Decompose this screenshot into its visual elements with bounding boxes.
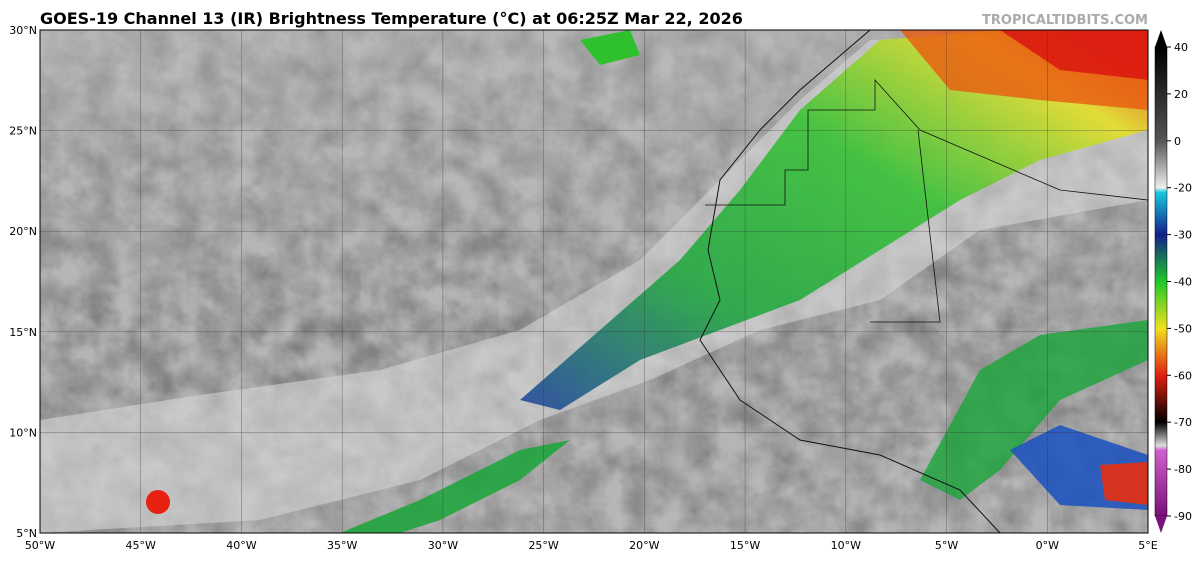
lon-label: 30°W (428, 539, 458, 552)
colorbar-tick-label: -50 (1174, 322, 1192, 335)
credit: TROPICALTIDBITS.COM (982, 13, 1148, 28)
satellite-image (40, 30, 1148, 533)
lon-label: 50°W (25, 539, 55, 552)
lat-label: 10°N (9, 426, 37, 439)
colorbar-tick-label: -70 (1174, 416, 1192, 429)
title: GOES-19 Channel 13 (IR) Brightness Tempe… (40, 9, 743, 28)
lat-label: 30°N (9, 24, 37, 37)
lon-label: 45°W (126, 539, 156, 552)
lat-label: 20°N (9, 225, 37, 238)
lon-label: 15°W (730, 539, 760, 552)
map-frame (39, 29, 1149, 534)
lon-label: 0°W (1036, 539, 1059, 552)
colorbar-tick-label: -90 (1174, 510, 1192, 523)
lat-label: 25°N (9, 125, 37, 138)
lon-label: 20°W (629, 539, 659, 552)
colorbar-tick-label: -30 (1174, 229, 1192, 242)
colorbar-tick-label: -40 (1174, 276, 1192, 289)
lon-label: 25°W (528, 539, 558, 552)
lat-label: 5°N (16, 527, 37, 540)
lon-label: 35°W (327, 539, 357, 552)
colorbar-min-arrow (1155, 516, 1167, 533)
lon-label: 40°W (226, 539, 256, 552)
colorbar-tick-label: 0 (1174, 135, 1181, 148)
colorbar-tick-label: 40 (1174, 41, 1188, 54)
colorbar-max-arrow (1155, 30, 1167, 47)
colorbar (1154, 46, 1168, 517)
lon-label: 10°W (831, 539, 861, 552)
colorbar-tick-label: -80 (1174, 463, 1192, 476)
lon-label: 5°W (935, 539, 958, 552)
colorbar-tick-label: -60 (1174, 369, 1192, 382)
lat-label: 15°N (9, 326, 37, 339)
colorbar-tick-label: 20 (1174, 88, 1188, 101)
colorbar-tick-label: -20 (1174, 182, 1192, 195)
lon-label: 5°E (1138, 539, 1157, 552)
